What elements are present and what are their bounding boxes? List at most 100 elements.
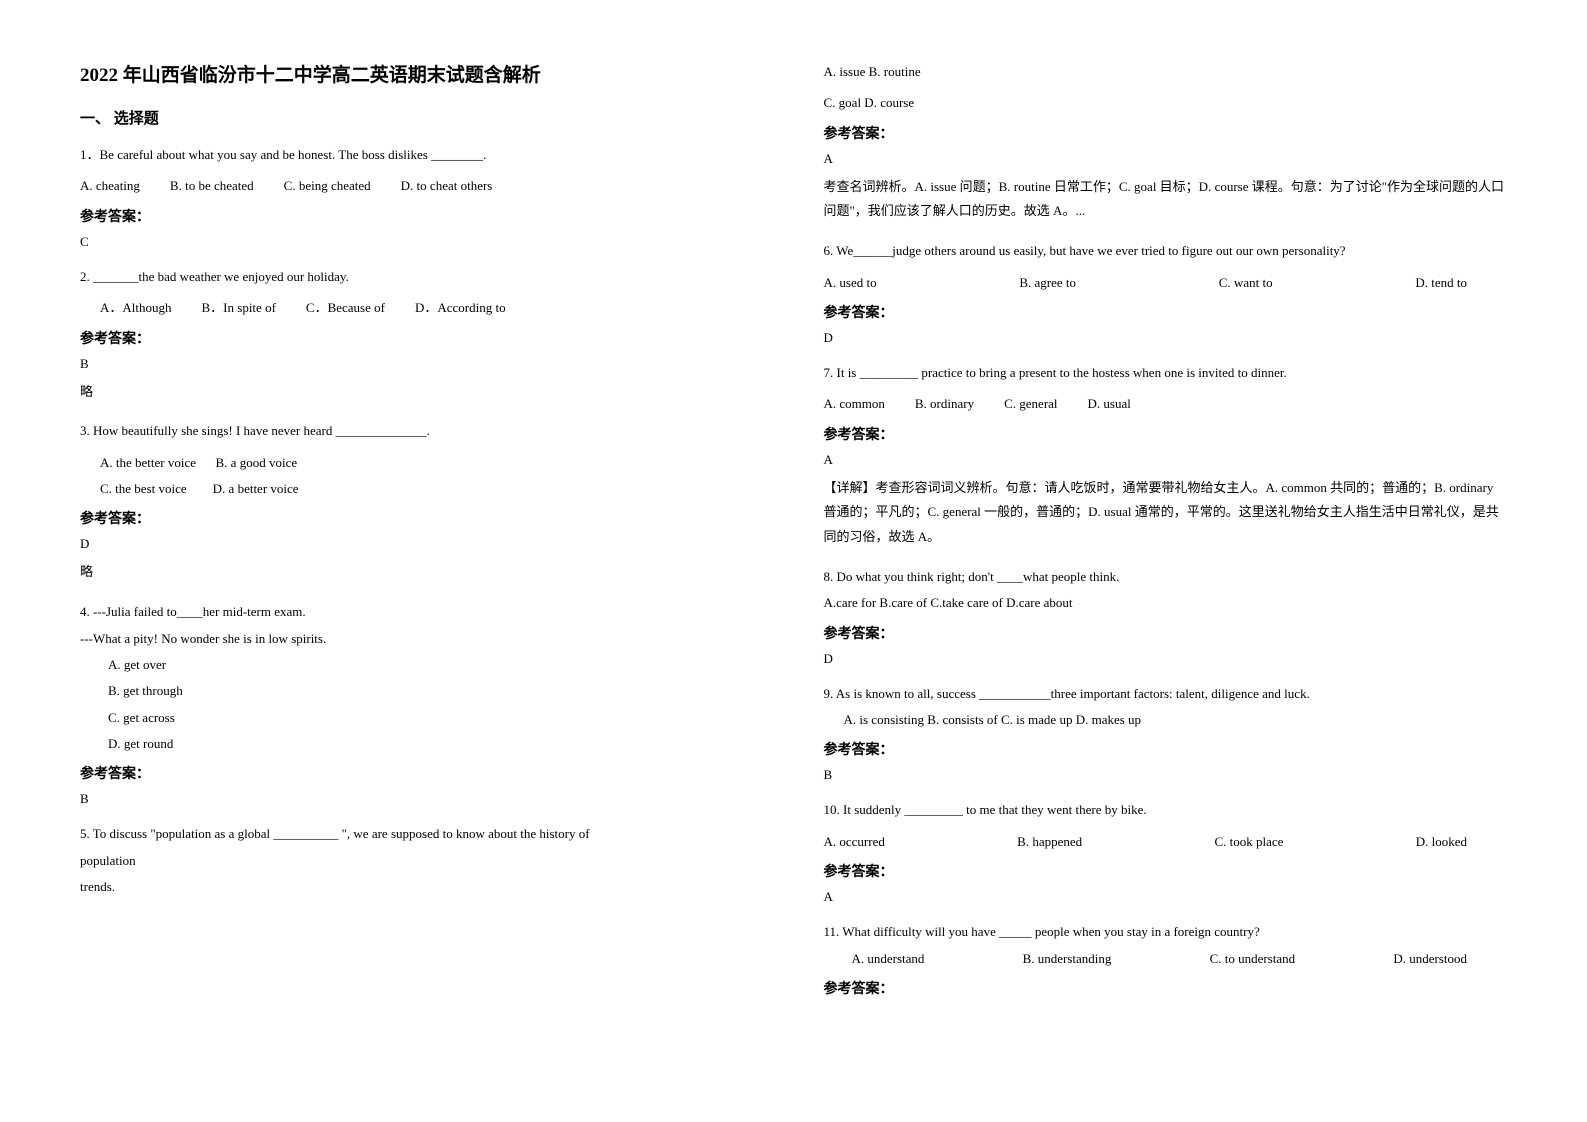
option-c: C．Because of [306,296,385,319]
option-a: A. the better voice [100,455,196,470]
question-1: 1．Be careful about what you say and be h… [80,143,764,250]
question-9: 9. As is known to all, success _________… [824,682,1508,784]
option-a: A. occurred [824,830,885,853]
answer-label: 参考答案： [824,623,1508,643]
right-column: A. issue B. routine C. goal D. course 参考… [824,60,1508,1013]
question-5-continued: A. issue B. routine C. goal D. course 参考… [824,60,1508,224]
answer-label: 参考答案： [80,206,764,226]
option-c: C. being cheated [284,174,371,197]
question-text: 7. It is _________ practice to bring a p… [824,361,1508,384]
answer-label: 参考答案： [80,508,764,528]
option-a: A. used to [824,271,877,294]
option-d: D. looked [1416,830,1467,853]
question-options: A. understand B. understanding C. to und… [852,947,1508,970]
options-line-2: C. goal D. course [824,91,1508,114]
question-10: 10. It suddenly _________ to me that the… [824,798,1508,905]
option-d: D. usual [1088,392,1131,415]
left-column: 2022 年山西省临汾市十二中学高二英语期末试题含解析 一、 选择题 1．Be … [80,60,764,1013]
answer-label: 参考答案： [824,739,1508,759]
question-7: 7. It is _________ practice to bring a p… [824,361,1508,550]
options-line-2: C. the best voice D. a better voice [100,477,764,500]
option-d: D. a better voice [213,481,299,496]
options-line-1: A. issue B. routine [824,60,1508,83]
answer-label: 参考答案： [824,861,1508,881]
question-text-3: trends. [80,875,764,898]
question-text-1: 4. ---Julia failed to____her mid-term ex… [80,600,764,623]
answer-label: 参考答案： [80,328,764,348]
answer-value: B [80,791,764,807]
option-c: C. the best voice [100,481,187,496]
option-c: C. to understand [1210,947,1296,970]
question-options: A．Although B．In spite of C．Because of D．… [100,296,764,319]
document-title: 2022 年山西省临汾市十二中学高二英语期末试题含解析 [80,60,764,87]
option-a: A．Although [100,296,172,319]
answer-value: A [824,452,1508,468]
answer-value: A [824,889,1508,905]
option-b: B．In spite of [202,296,276,319]
question-5: 5. To discuss "population as a global __… [80,822,764,898]
option-a: A. common [824,392,885,415]
question-4: 4. ---Julia failed to____her mid-term ex… [80,600,764,807]
explanation: 略 [80,380,764,405]
question-options: A. occurred B. happened C. took place D.… [824,830,1508,853]
explanation: 【详解】考查形容词词义辨析。句意：请人吃饭时，通常要带礼物给女主人。A. com… [824,476,1508,550]
page-container: 2022 年山西省临汾市十二中学高二英语期末试题含解析 一、 选择题 1．Be … [80,60,1507,1013]
option-b: B. to be cheated [170,174,254,197]
explanation: 略 [80,560,764,585]
answer-value: C [80,234,764,250]
question-11: 11. What difficulty will you have _____ … [824,920,1508,998]
answer-value: B [80,356,764,372]
option-c: C. took place [1214,830,1283,853]
question-options: A. cheating B. to be cheated C. being ch… [80,174,764,197]
answer-value: D [824,651,1508,667]
question-text: 11. What difficulty will you have _____ … [824,920,1508,943]
question-2: 2. _______the bad weather we enjoyed our… [80,265,764,404]
answer-value: A [824,151,1508,167]
answer-label: 参考答案： [80,763,764,783]
option-c: C. want to [1219,271,1273,294]
option-d: D．According to [415,296,506,319]
question-text-2: population [80,849,764,872]
answer-value: D [80,536,764,552]
option-d: D. tend to [1415,271,1467,294]
option-c: C. general [1004,392,1057,415]
question-text-1: 5. To discuss "population as a global __… [80,822,764,845]
option-a: A. understand [852,947,925,970]
question-options: A. common B. ordinary C. general D. usua… [824,392,1508,415]
answer-label: 参考答案： [824,123,1508,143]
option-b: B. ordinary [915,392,974,415]
option-b: B. happened [1017,830,1082,853]
question-text: 3. How beautifully she sings! I have nev… [80,419,764,442]
question-text: 2. _______the bad weather we enjoyed our… [80,265,764,288]
question-3: 3. How beautifully she sings! I have nev… [80,419,764,585]
question-8: 8. Do what you think right; don't ____wh… [824,565,1508,667]
answer-value: B [824,767,1508,783]
explanation: 考查名词辨析。A. issue 问题；B. routine 日常工作；C. go… [824,175,1508,224]
question-text: 6. We______judge others around us easily… [824,239,1508,262]
question-text: 10. It suddenly _________ to me that the… [824,798,1508,821]
option-a: A. get over [108,653,764,676]
question-options: A. is consisting B. consists of C. is ma… [844,708,1508,731]
question-text: 9. As is known to all, success _________… [824,682,1508,705]
question-options: A. get over B. get through C. get across… [80,653,764,756]
option-b: B. a good voice [216,455,298,470]
section-header: 一、 选择题 [80,107,764,128]
question-6: 6. We______judge others around us easily… [824,239,1508,346]
option-b: B. understanding [1023,947,1112,970]
question-options: A. used to B. agree to C. want to D. ten… [824,271,1508,294]
option-a: A. cheating [80,174,140,197]
question-options: A.care for B.care of C.take care of D.ca… [824,591,1508,614]
option-b: B. agree to [1019,271,1076,294]
option-c: C. get across [108,706,764,729]
answer-label: 参考答案： [824,302,1508,322]
option-d: D. understood [1393,947,1467,970]
option-b: B. get through [108,679,764,702]
answer-value: D [824,330,1508,346]
question-text: 8. Do what you think right; don't ____wh… [824,565,1508,588]
question-text-2: ---What a pity! No wonder she is in low … [80,627,764,650]
answer-label: 参考答案： [824,978,1508,998]
answer-label: 参考答案： [824,424,1508,444]
option-d: D. to cheat others [401,174,493,197]
options-line-1: A. the better voice B. a good voice [100,451,764,474]
question-text: 1．Be careful about what you say and be h… [80,143,764,166]
